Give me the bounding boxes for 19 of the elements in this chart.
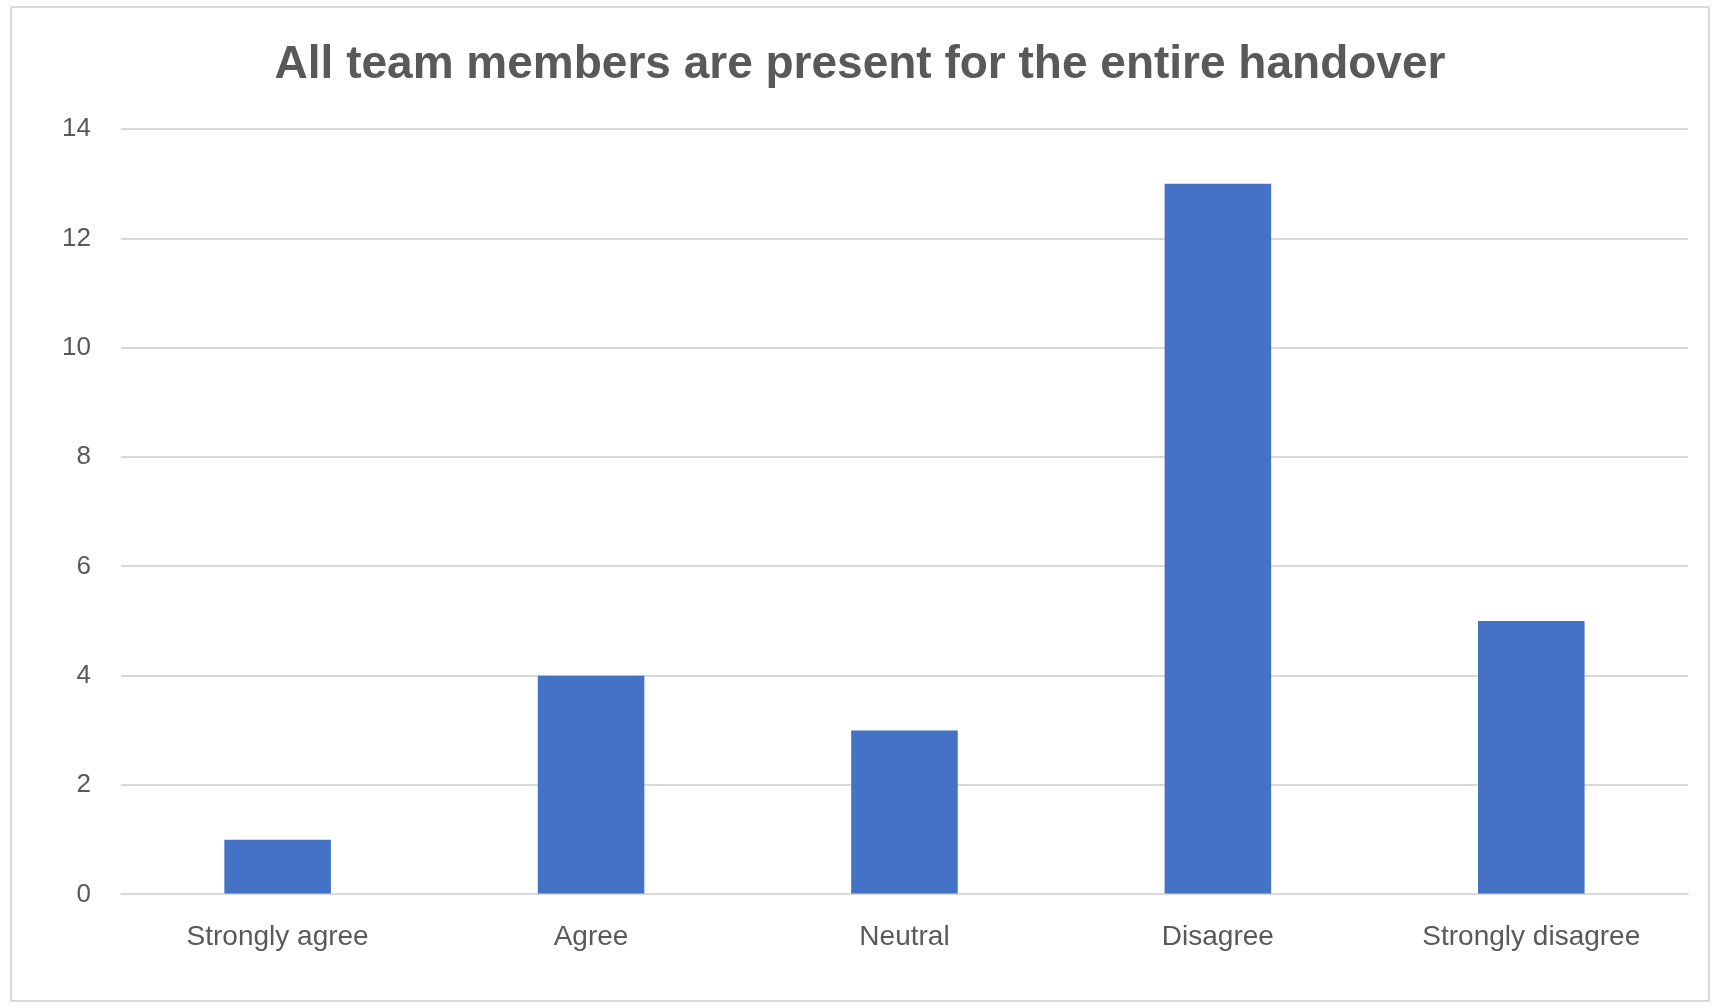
y-tick-label: 0: [76, 877, 91, 908]
x-tick-label: Agree: [553, 919, 629, 951]
bar: [537, 675, 645, 894]
x-tick-label: Disagree: [1161, 919, 1274, 951]
x-tick-label: Neutral: [859, 919, 950, 951]
bar: [1478, 621, 1585, 894]
y-tick-label: 10: [62, 331, 91, 361]
bar: [224, 839, 331, 894]
y-tick-label: 12: [62, 221, 91, 252]
y-tick-label: 2: [76, 768, 91, 799]
y-tick-label: 6: [76, 549, 91, 580]
x-tick-label: Strongly agree: [186, 919, 369, 951]
y-tick-label: 14: [62, 112, 91, 143]
bar: [1164, 183, 1272, 894]
y-tick-label: 4: [76, 658, 91, 689]
bar: [851, 730, 958, 894]
x-tick-label: Strongly disagree: [1422, 919, 1641, 951]
chart-title: All team members are present for the entire handover: [274, 36, 1446, 89]
y-tick-label: 8: [76, 440, 91, 471]
